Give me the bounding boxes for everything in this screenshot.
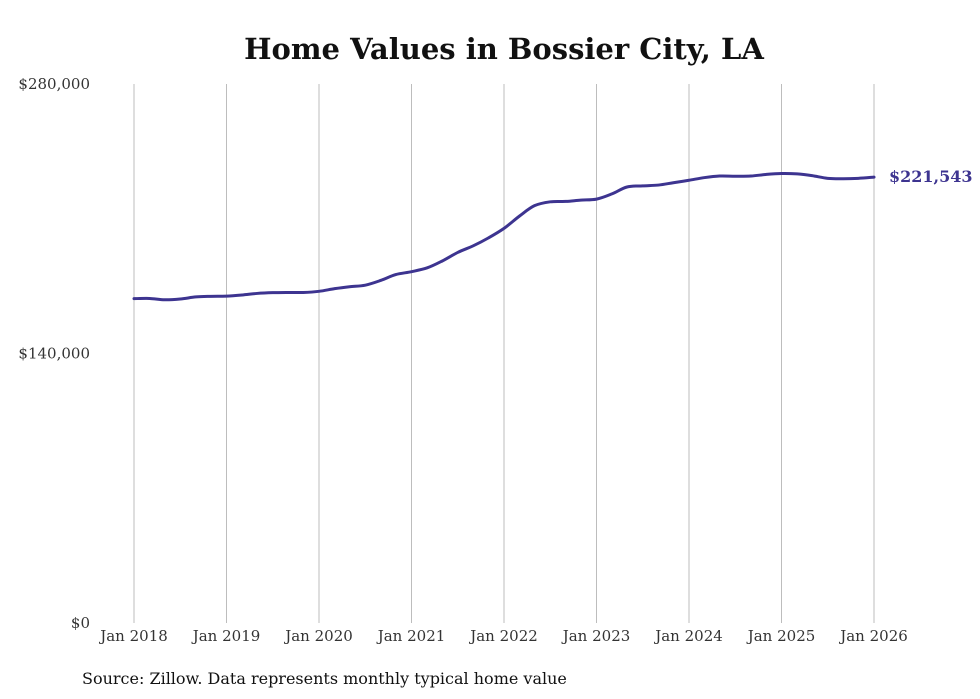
chart-title: Home Values in Bossier City, LA [244,32,764,66]
x-tick-label: Jan 2020 [283,627,353,645]
series-line [132,171,876,302]
source-note: Source: Zillow. Data represents monthly … [82,669,567,688]
series-layer [132,171,876,302]
x-tick-label: Jan 2023 [561,627,631,645]
x-axis-ticks: Jan 2018 Jan 2019 Jan 2020 Jan 2021 Jan 2022… [98,627,908,645]
x-tick-label: Jan 2022 [468,627,538,645]
y-tick-label: $280,000 [18,75,90,93]
x-tick-label: Jan 2021 [376,627,446,645]
end-value-label: $221,543 [889,167,973,186]
y-axis-ticks: $0 $140,000 $280,000 [18,75,90,632]
y-tick-label: $0 [71,614,90,632]
y-tick-label: $140,000 [18,345,90,363]
x-tick-label: Jan 2026 [838,627,908,645]
x-tick-label: Jan 2025 [746,627,816,645]
x-tick-label: Jan 2019 [191,627,261,645]
gridlines [133,84,875,623]
x-tick-label: Jan 2018 [98,627,168,645]
x-tick-label: Jan 2024 [653,627,723,645]
